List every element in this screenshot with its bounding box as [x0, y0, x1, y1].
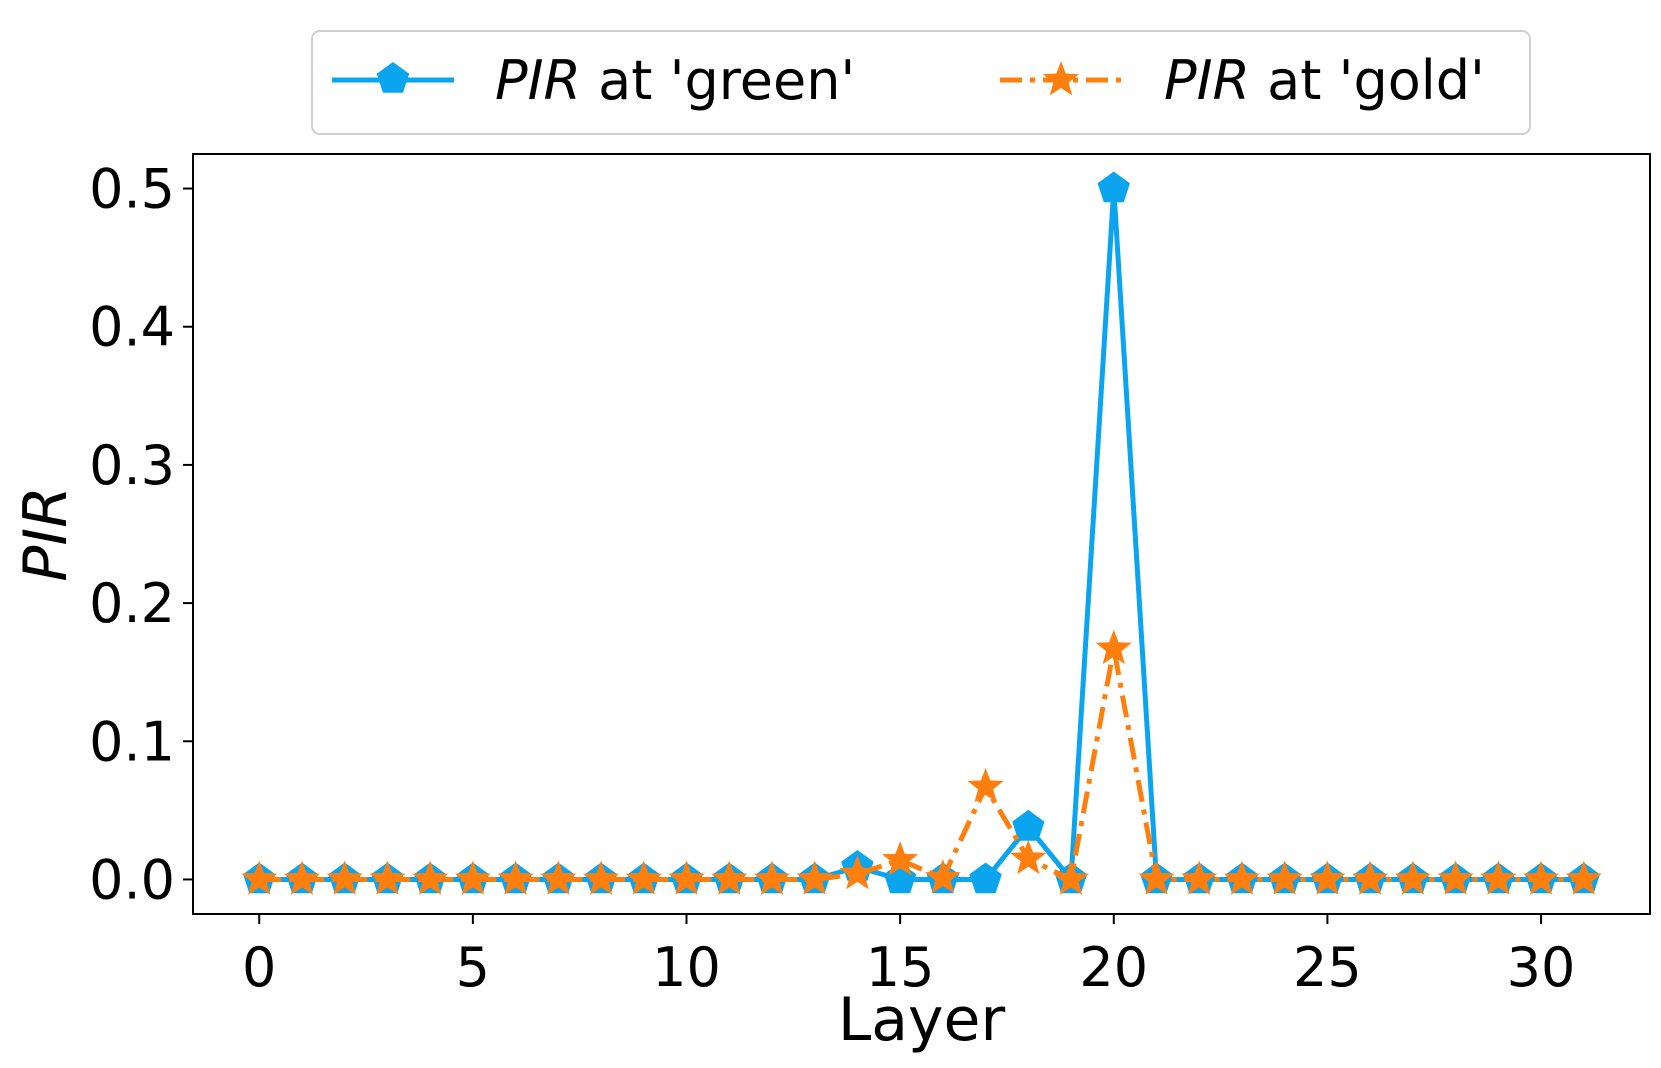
- plot-frame: [192, 153, 1651, 915]
- data-point-star: [1181, 860, 1218, 895]
- data-point-pentagon: [1097, 171, 1130, 203]
- data-point-pentagon: [1012, 809, 1045, 841]
- y-tick-label: 0.5: [89, 158, 175, 221]
- legend-label-green-rest: at 'green': [581, 49, 855, 112]
- data-point-star: [753, 860, 790, 895]
- y-tick-label: 0.4: [89, 296, 175, 359]
- x-tick-label: 20: [1079, 936, 1148, 999]
- data-point-star: [241, 860, 278, 895]
- data-point-star: [540, 860, 577, 895]
- data-point-star: [1223, 860, 1260, 895]
- legend-entry-gold: PIR at 'gold': [1000, 49, 1485, 112]
- y-tick-label: 0.0: [89, 848, 175, 911]
- legend-entry-green: PIR at 'green': [332, 49, 855, 112]
- data-point-star: [326, 860, 363, 895]
- x-tick-label: 5: [456, 936, 490, 999]
- data-point-star: [1523, 860, 1560, 895]
- x-tick-label: 15: [866, 936, 935, 999]
- y-tick-label: 0.2: [89, 572, 175, 635]
- data-point-star: [924, 859, 961, 894]
- data-point-star: [283, 860, 320, 895]
- data-point-star: [711, 860, 748, 895]
- data-point-star: [1394, 860, 1431, 895]
- legend: PIR at 'green' PIR at 'gold': [311, 30, 1531, 135]
- legend-label-green: PIR at 'green': [495, 49, 855, 112]
- data-point-star: [1010, 839, 1047, 875]
- data-point-star: [583, 860, 620, 895]
- x-axis-title: Layer: [838, 985, 1006, 1055]
- data-point-star: [1565, 860, 1602, 895]
- data-point-star: [369, 860, 406, 895]
- data-point-star: [497, 860, 534, 895]
- x-tick-label: 30: [1507, 936, 1576, 999]
- x-tick-label: 25: [1293, 936, 1362, 999]
- series-line-0: [259, 186, 1584, 882]
- legend-label-green-italic: PIR: [495, 49, 581, 112]
- legend-pentagon-marker-icon: [376, 62, 410, 93]
- data-point-star: [454, 860, 491, 895]
- y-tick-label: 0.3: [89, 434, 175, 497]
- data-point-star: [625, 860, 662, 895]
- legend-label-gold-rest: at 'gold': [1250, 49, 1485, 112]
- data-point-pentagon: [969, 862, 1002, 894]
- data-point-star: [1138, 860, 1175, 895]
- legend-box: [311, 30, 1531, 135]
- data-point-star: [796, 860, 833, 895]
- data-point-star: [1095, 629, 1132, 665]
- plot-area: 0 5 10 15 20 25 30 0.0 0.1 0.2 0.3 0.4 0.5: [89, 153, 1651, 999]
- data-point-star: [1309, 860, 1346, 895]
- legend-label-gold: PIR at 'gold': [1164, 49, 1485, 112]
- data-point-star: [1266, 860, 1303, 895]
- data-point-star: [839, 854, 876, 890]
- data-point-star: [967, 767, 1004, 803]
- data-point-star: [882, 841, 919, 876]
- data-point-star: [1352, 860, 1389, 895]
- y-tick-label: 0.1: [89, 710, 175, 773]
- legend-label-gold-italic: PIR: [1164, 49, 1250, 112]
- data-point-star: [1053, 860, 1090, 895]
- series-line-1: [259, 646, 1584, 882]
- x-tick-label: 0: [242, 936, 276, 999]
- data-point-star: [668, 860, 705, 895]
- data-point-star: [1437, 860, 1474, 895]
- y-axis-title: PIR: [11, 486, 81, 582]
- x-tick-label: 10: [652, 936, 721, 999]
- data-point-star: [412, 860, 449, 895]
- data-point-star: [1480, 860, 1517, 895]
- legend-star-marker-icon: [1042, 61, 1080, 96]
